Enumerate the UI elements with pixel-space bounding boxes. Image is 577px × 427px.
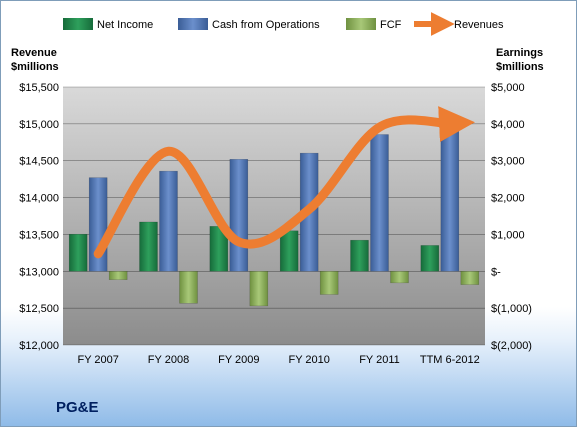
bar-net-income: [68, 233, 88, 272]
left-tick-label: $14,500: [19, 156, 59, 168]
bar-fcf: [179, 271, 198, 304]
right-tick-label: $1,000: [491, 229, 525, 241]
bar-fcf: [319, 271, 339, 295]
legend-swatch-fcf: [346, 18, 376, 30]
legend-label-revenues: Revenues: [454, 19, 504, 31]
left-tick-label: $15,000: [19, 119, 59, 131]
left-tick-label: $15,500: [19, 82, 59, 94]
bar-cash-from-operations: [370, 134, 389, 272]
right-tick-label: $(2,000): [491, 340, 532, 352]
x-tick-label: TTM 6-2012: [420, 354, 480, 366]
bar-fcf: [249, 271, 269, 307]
axes: $12,000 $12,500 $13,000 $13,500 $14,000 $14,5…: [11, 47, 544, 366]
right-tick-label: $4,000: [491, 119, 525, 131]
revenue-line-layer: [93, 106, 476, 259]
right-tick-label: $2,000: [491, 193, 525, 205]
x-tick-label: FY 2007: [77, 354, 118, 366]
x-tick-label: FY 2010: [288, 354, 329, 366]
bar-net-income: [279, 230, 299, 272]
bar-fcf: [460, 271, 480, 285]
left-tick-label: $13,000: [19, 266, 59, 278]
left-tick-label: $13,500: [19, 229, 59, 241]
x-tick-label: FY 2009: [218, 354, 259, 366]
left-tick-label: $12,500: [19, 303, 59, 315]
right-tick-label: $3,000: [491, 156, 525, 168]
plot-area: [63, 87, 485, 345]
right-axis-title: Earnings: [496, 47, 543, 59]
legend-label-net-income: Net Income: [97, 19, 153, 31]
right-tick-label: $5,000: [491, 82, 525, 94]
bar-net-income: [420, 245, 440, 272]
legend-swatch-cash-from-operations: [178, 18, 208, 30]
bar-cash-from-operations: [229, 159, 249, 272]
left-axis-title: $millions: [11, 61, 59, 73]
bar-net-income: [139, 221, 158, 272]
legend-label-fcf: FCF: [380, 19, 402, 31]
bar-fcf: [390, 271, 409, 284]
left-tick-label: $14,000: [19, 193, 59, 205]
bar-fcf: [108, 271, 128, 280]
legend: Net Income Cash from Operations FCF Revenue…: [63, 12, 504, 36]
legend-swatch-net-income: [63, 18, 93, 30]
right-tick-label: $-: [491, 266, 501, 278]
right-tick-label: $(1,000): [491, 303, 532, 315]
left-tick-label: $12,000: [19, 340, 59, 352]
legend-label-cash-from-operations: Cash from Operations: [212, 19, 320, 31]
bar-cash-from-operations: [159, 170, 178, 272]
x-tick-label: FY 2011: [359, 354, 400, 366]
bar-cash-from-operations: [440, 123, 460, 272]
left-axis-title: Revenue: [11, 47, 57, 59]
right-axis-title: $millions: [496, 61, 544, 73]
company-name: PG&E: [56, 399, 99, 416]
bar-net-income: [350, 239, 369, 272]
x-tick-label: FY 2008: [148, 354, 189, 366]
